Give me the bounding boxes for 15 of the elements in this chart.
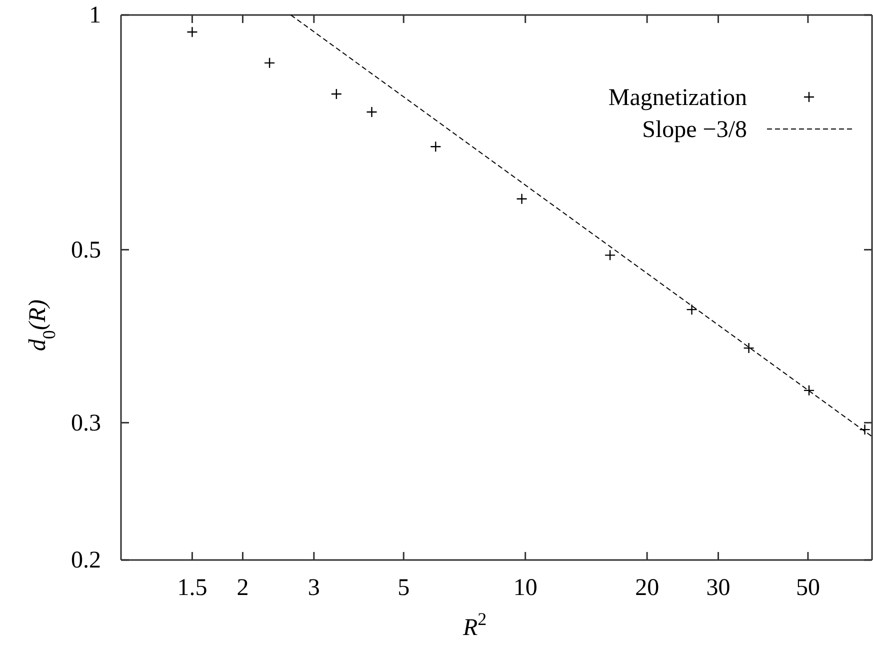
y-tick-label: 0.5 — [71, 237, 101, 264]
x-tick-label: 1.5 — [177, 575, 208, 602]
x-tick-label: 10 — [513, 575, 538, 602]
y-tick-label: 0.2 — [71, 548, 101, 574]
y-tick-label: 1 — [89, 2, 101, 29]
x-tick-label: 20 — [635, 575, 660, 602]
x-tick-label: 5 — [398, 575, 410, 602]
x-tick-label: 2 — [236, 575, 249, 602]
legend-label: Magnetization — [608, 85, 747, 111]
y-tick-label: 0.3 — [71, 410, 101, 436]
x-axis-title: R$^{2}$ — [462, 609, 487, 641]
legend-label: Slope −3/8 — [642, 117, 747, 143]
x-tick-label: 30 — [706, 575, 730, 602]
x-tick-label: 3 — [308, 575, 320, 602]
x-tick-label: 50 — [796, 575, 820, 602]
